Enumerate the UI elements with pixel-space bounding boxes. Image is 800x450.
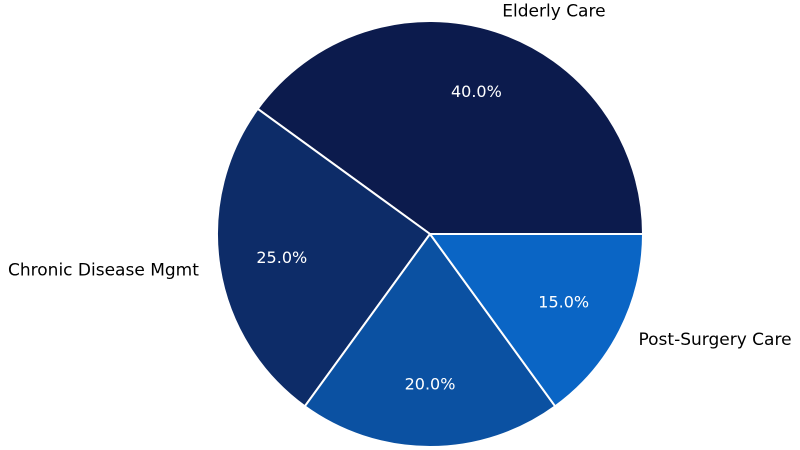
pie-slice-elderly-care bbox=[256, 20, 644, 235]
pie-percent-label: 15.0% bbox=[538, 293, 589, 312]
pie-category-label-elderly-care: Elderly Care bbox=[502, 2, 605, 22]
pie-slice-chronic-disease-mgmt bbox=[216, 107, 431, 408]
pie-percent-label: 25.0% bbox=[256, 248, 307, 267]
pie-category-label-post-surgery-care: Post-Surgery Care bbox=[639, 330, 792, 350]
pie-percent-label: 20.0% bbox=[405, 375, 456, 394]
pie-category-label-chronic-disease-mgmt: Chronic Disease Mgmt bbox=[8, 261, 199, 281]
pie-slice-post-surgery-care bbox=[429, 233, 644, 408]
pie-percent-label: 40.0% bbox=[451, 82, 502, 101]
pie-slice-unlabeled-2 bbox=[303, 233, 557, 448]
